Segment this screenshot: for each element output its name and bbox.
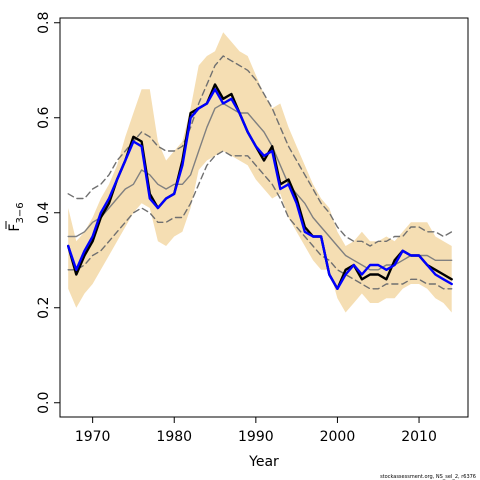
reference-line-grey — [67, 102, 453, 271]
x-tick-label: 1980 — [156, 429, 192, 445]
plot-frame — [59, 17, 469, 418]
confidence-band-area — [68, 32, 452, 313]
y-tick-label: 0.8 — [36, 12, 52, 34]
x-axis: 1970 1980 1990 2000 2010 — [75, 417, 437, 445]
x-tick-label: 1970 — [75, 429, 111, 445]
y-axis: 0.0 0.2 0.4 0.6 0.8 — [36, 12, 60, 414]
y-tick-label: 0.4 — [36, 202, 52, 224]
estimate-line-blue — [66, 88, 453, 290]
y-tick-label: 0.0 — [36, 392, 52, 414]
y-axis-label: F3−6 — [7, 202, 26, 231]
credit-text: stockassessment.org, NS_sel_2, r6376 — [380, 474, 476, 480]
y-tick-label: 0.2 — [36, 297, 52, 319]
lower-dashed-line — [67, 150, 453, 290]
x-tick-label: 1990 — [238, 429, 274, 445]
series-lines — [66, 55, 453, 290]
estimate-line-black — [66, 83, 453, 290]
confidence-band — [68, 32, 452, 313]
x-tick-label: 2000 — [320, 429, 356, 445]
y-axis-label-subscript: 3−6 — [15, 202, 26, 223]
y-axis-label-main: F — [7, 224, 23, 232]
y-tick-label: 0.6 — [36, 107, 52, 129]
x-tick-label: 2010 — [401, 429, 437, 445]
x-axis-label: Year — [248, 454, 279, 470]
y-axis-label-group: F3−6 — [5, 202, 26, 232]
